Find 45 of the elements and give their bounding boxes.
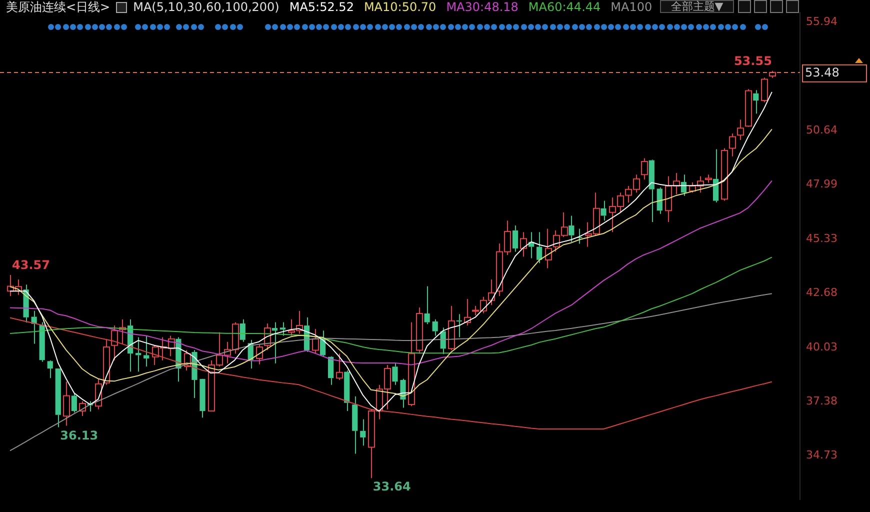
candlestick [392,362,398,386]
text: MA5:52.52 [289,0,354,14]
y-tick-label: 55.94 [806,14,838,28]
y-tick-label: 47.99 [806,177,838,190]
candlestick [712,148,719,203]
annotation: 全部主题▼ [660,0,734,13]
text: MA30:48.18 [446,0,518,14]
y-tick-label: 34.73 [806,448,838,462]
candlestick [432,318,438,336]
candlestick [536,232,542,264]
y-tick-label: 50.64 [806,123,838,136]
candlestick [240,318,246,342]
candlestick [648,160,654,223]
candlestick [656,186,662,214]
candlestick [456,314,462,338]
annotation: 33.64 [372,479,411,494]
chart-subtitle: MA(5,10,30,60,100,200) [133,0,280,14]
annotation: 53.55 [734,54,772,68]
candlestick [200,378,206,418]
candlestick [600,200,606,222]
candlestick [512,225,518,252]
y-tick-label: 42.68 [806,286,838,300]
y-tick-label: 45.33 [806,232,838,245]
candlestick [400,378,406,408]
candlestick [328,356,334,386]
text: MA10:50.70 [364,0,436,14]
candlestick [47,360,53,379]
annotation: 36.13 [60,428,98,442]
candlestick [753,90,759,114]
candlestick [280,322,286,336]
candlestick [55,368,61,428]
candlestick [360,418,366,446]
candlestick [352,396,358,454]
chart-title: 美原油连续<日线> [6,0,110,16]
candlestick [344,370,350,412]
candlestick [144,335,150,367]
y-tick-label: 40.03 [806,340,838,354]
text: MA100 [610,0,652,14]
ref-line-label: 53.48 [805,65,840,80]
text: MA60:44.44 [528,0,601,14]
candlestick [272,322,278,364]
y-tick-label: 37.38 [806,394,838,408]
candlestick [568,215,574,242]
candlestick [424,286,430,325]
annotation: 43.57 [12,258,50,272]
